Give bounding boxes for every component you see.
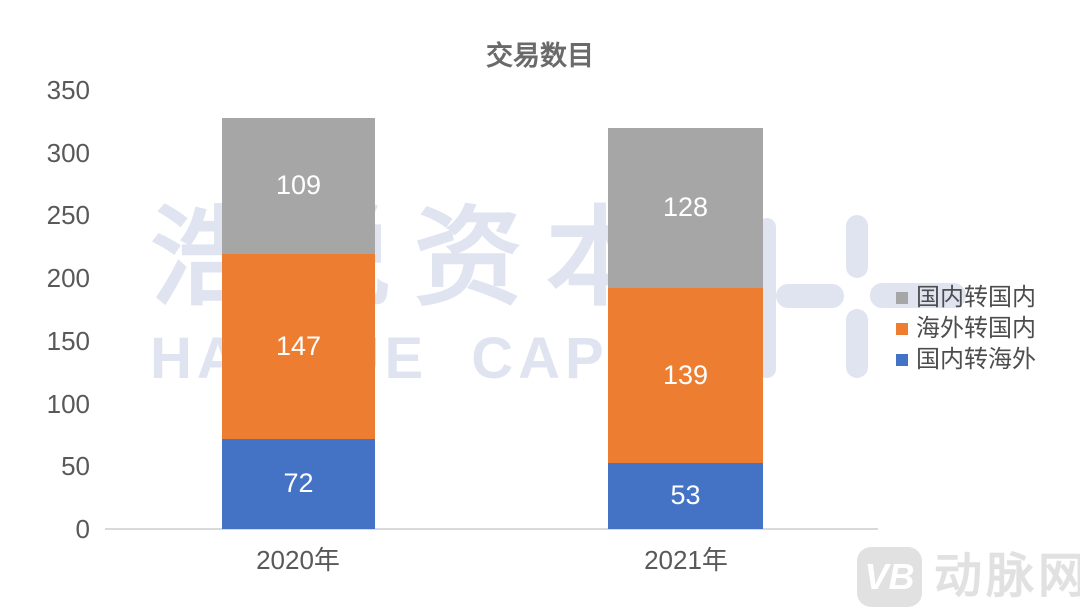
data-label: 147: [275, 331, 322, 361]
y-tick-label: 200: [46, 263, 90, 294]
y-tick-label: 250: [46, 200, 90, 231]
logo-mark-segment: [846, 309, 868, 378]
bar-segment: 53: [608, 462, 763, 529]
x-axis-category-label: 2021年: [644, 545, 728, 575]
legend-item: 海外转国内: [896, 314, 1036, 344]
vb-badge-icon: VB: [857, 547, 922, 607]
y-tick-label: 0: [75, 514, 90, 544]
bar-segment: 139: [608, 288, 763, 463]
bar-segment: 147: [222, 254, 375, 439]
x-axis-line: [105, 528, 878, 530]
legend-label: 海外转国内: [916, 315, 1036, 342]
stacked-bar: 53 139 128: [608, 127, 763, 529]
stacked-bar: 72 147 109: [222, 117, 375, 529]
legend-item: 国内转海外: [896, 345, 1036, 375]
data-label: 109: [275, 170, 322, 201]
logo-mark-segment: [776, 284, 844, 308]
legend-item: 国内转国内: [896, 283, 1036, 313]
y-tick-label: 350: [46, 75, 90, 105]
legend: 国内转国内海外转国内国内转海外: [896, 283, 1036, 376]
vbdata-brand-text: 动脉网: [934, 550, 1080, 603]
legend-swatch-icon: [896, 292, 908, 304]
legend-swatch-icon: [896, 354, 908, 366]
data-label: 53: [670, 480, 701, 511]
y-tick-label: 100: [46, 388, 90, 419]
chart-title: 交易数目: [486, 41, 594, 71]
x-axis-category-label: 2020年: [256, 545, 340, 575]
bar-segment: 72: [222, 438, 375, 529]
data-label: 72: [283, 468, 314, 499]
y-tick-label: 50: [61, 451, 90, 482]
legend-label: 国内转国内: [916, 284, 1036, 311]
y-tick-label: 150: [46, 325, 90, 356]
data-label: 139: [662, 359, 709, 390]
legend-label: 国内转海外: [916, 346, 1036, 373]
y-tick-label: 300: [46, 137, 90, 168]
logo-mark-segment: [870, 283, 966, 308]
bar-segment: 128: [608, 127, 763, 289]
vbdata-logo: VB 动脉网: [857, 547, 1080, 607]
bar-segment: 109: [222, 117, 375, 255]
logo-mark-segment: [846, 215, 868, 278]
data-label: 128: [662, 192, 709, 223]
legend-swatch-icon: [896, 323, 908, 335]
